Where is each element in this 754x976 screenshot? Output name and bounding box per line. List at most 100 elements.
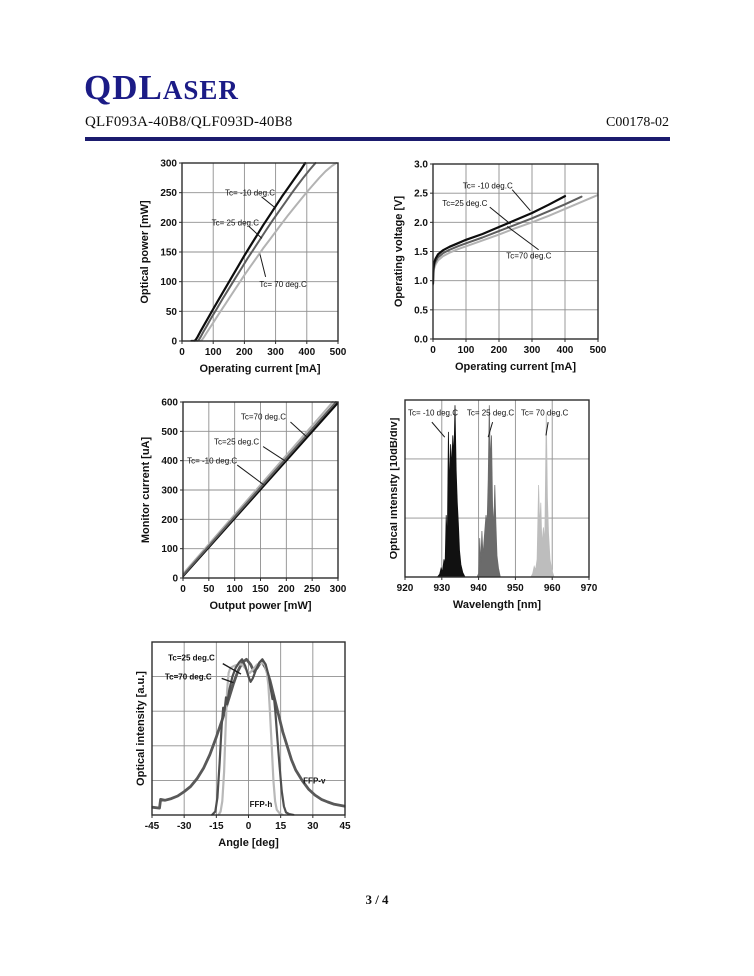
y-axis-label: Optical intensity [10dB/div]	[390, 417, 400, 559]
y-tick-label: 200	[160, 218, 177, 229]
y-tick-label: 200	[161, 515, 178, 526]
y-tick-label: 250	[160, 188, 177, 199]
series-annotation: Tc= 25 deg.C	[212, 218, 260, 227]
y-axis-label: Optical intensity [a.u.]	[135, 671, 147, 786]
y-tick-label: 0	[171, 337, 177, 348]
chart-monitor-current-vs-power: 0 50 100 150 200 250 300 0 100 200 300 400 500 600 Out…	[85, 390, 360, 626]
chart-optical-power-vs-current: 0 100 200 300 400 500 0 50 100 150 200 250 300 Operat…	[85, 148, 360, 384]
series-Tc= -10 deg.C	[436, 405, 466, 578]
annotation-leader	[261, 196, 276, 209]
x-tick-label: 100	[205, 347, 222, 358]
x-tick-label: 45	[339, 821, 351, 832]
voltage-vs-current-svg: 0 100 200 300 400 500 0.0 0.5 1.0 1.5 2.0 2.5 3.0 Ope…	[393, 160, 607, 374]
page-number: 3 / 4	[365, 892, 389, 907]
x-tick-label: 500	[330, 347, 347, 358]
series-Tc=70 deg.C	[432, 193, 599, 286]
x-tick-label: 250	[304, 584, 321, 595]
series-Tc= -10 deg.C	[190, 161, 307, 342]
x-tick-label: 0	[246, 821, 252, 832]
series-annotation: Tc= -10 deg.C	[463, 182, 513, 191]
x-tick-label: 940	[470, 583, 487, 594]
annotation-leader	[511, 189, 531, 211]
series-annotation: Tc=25 deg.C	[442, 199, 487, 208]
annotation-leader	[262, 446, 286, 462]
series-annotation: FFP-v	[303, 776, 326, 785]
y-axis-label: Monitor current [uA]	[140, 437, 152, 544]
annotation-leader	[236, 464, 264, 486]
qdlaser-logo: QDLASER	[84, 70, 239, 105]
y-tick-label: 1.5	[414, 247, 428, 258]
y-tick-label: 150	[160, 248, 177, 259]
series-annotation: Tc= -10 deg.C	[187, 457, 237, 466]
y-axis-label: Operating voltage [V]	[393, 196, 405, 308]
series-Tc=25 deg.C	[182, 401, 337, 577]
y-tick-label: 100	[160, 277, 177, 288]
y-tick-label: 1.0	[414, 276, 428, 287]
series-annotation: Tc=70 deg.C	[241, 413, 286, 422]
optical-power-vs-current-svg: 0 100 200 300 400 500 0 50 100 150 200 250 300 Operat…	[139, 159, 347, 376]
series-annotation: FFP-h	[250, 800, 273, 809]
annotation-leader	[221, 677, 234, 684]
series-annotation: Tc= 70 deg.C	[259, 280, 307, 289]
x-tick-label: 400	[557, 345, 574, 356]
series-annotation: Tc=70 deg.C	[165, 673, 212, 682]
doc-number: C00178-02	[606, 115, 669, 130]
x-tick-label: 30	[307, 821, 319, 832]
y-tick-label: 2.0	[414, 218, 428, 229]
header-rule	[85, 137, 670, 141]
x-tick-label: -15	[209, 821, 224, 832]
y-tick-label: 3.0	[414, 160, 428, 171]
x-tick-label: 0	[430, 345, 436, 356]
x-tick-label: 50	[203, 584, 215, 595]
y-tick-label: 300	[160, 159, 177, 170]
series-FFP-v	[151, 657, 346, 810]
annotation-leader	[506, 226, 539, 251]
y-tick-label: 600	[161, 398, 178, 409]
header-row: QLF093A-40B8/QLF093D-40B8 C00178-02	[85, 114, 669, 131]
chart-spectrum: 920 930 940 950 960 970 Wavelength [nm] Optical…	[390, 390, 680, 626]
far-field-pattern-svg: -45 -30 -15 0 15 30 45 Angle [deg] Optical inten…	[135, 641, 351, 849]
x-tick-label: 960	[544, 583, 561, 594]
x-tick-label: 300	[524, 345, 541, 356]
x-tick-label: 200	[278, 584, 295, 595]
x-axis-label: Output power [mW]	[209, 600, 311, 612]
x-tick-label: 100	[226, 584, 243, 595]
y-tick-label: 50	[166, 307, 178, 318]
annotation-leader	[487, 421, 494, 438]
x-tick-label: 100	[458, 345, 475, 356]
monitor-current-vs-power-svg: 0 50 100 150 200 250 300 0 100 200 300 400 500 600 Out…	[140, 398, 347, 613]
x-tick-label: 0	[180, 584, 186, 595]
series-annotation: Tc= 70 deg.C	[521, 408, 569, 417]
annotation-leader	[431, 421, 446, 438]
chart-voltage-vs-current: 0 100 200 300 400 500 0.0 0.5 1.0 1.5 2.0 2.5 3.0 Ope…	[393, 148, 670, 384]
y-tick-label: 0.0	[414, 335, 428, 346]
logo-rest: ASER	[162, 75, 239, 105]
series-annotation: Tc=25 deg.C	[168, 654, 215, 663]
y-tick-label: 2.5	[414, 189, 428, 200]
y-tick-label: 100	[161, 544, 178, 555]
series-Tc= 70 deg.C	[530, 412, 555, 578]
y-tick-label: 500	[161, 427, 178, 438]
x-axis-label: Operating current [mA]	[455, 361, 576, 373]
x-tick-label: 950	[507, 583, 524, 594]
series-annotation: Tc= -10 deg.C	[225, 189, 275, 198]
y-tick-label: 0.5	[414, 305, 428, 316]
model-numbers: QLF093A-40B8/QLF093D-40B8	[85, 114, 293, 130]
series-Tc= 70 deg.C	[196, 162, 338, 342]
series-annotation: Tc= -10 deg.C	[408, 408, 458, 417]
x-tick-label: 200	[236, 347, 253, 358]
annotation-leader	[248, 226, 263, 239]
x-tick-label: 930	[433, 583, 450, 594]
series-FFP-h Tc=70 deg.C	[217, 661, 284, 816]
y-tick-label: 0	[172, 574, 178, 585]
x-tick-label: -45	[145, 821, 160, 832]
x-axis-label: Operating current [mA]	[199, 363, 320, 375]
series-annotation: Tc= 25 deg.C	[467, 408, 515, 417]
annotation-leader	[545, 422, 549, 436]
series-Tc= -10 deg.C	[432, 194, 567, 285]
x-axis-label: Angle [deg]	[218, 837, 279, 849]
series-Tc=70 deg.C	[182, 401, 334, 575]
x-tick-label: -30	[177, 821, 192, 832]
x-axis-label: Wavelength [nm]	[453, 599, 542, 611]
